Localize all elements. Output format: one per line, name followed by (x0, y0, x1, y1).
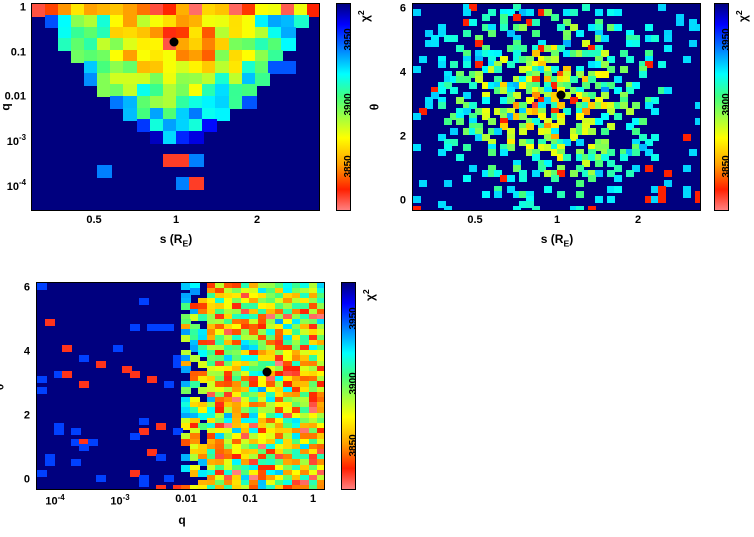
panel1-colorbar-tick-1: 3900 (343, 93, 354, 116)
panel2-xaxis-title: s (RE) (540, 232, 574, 249)
panel2-ytick-0: 0 (399, 194, 406, 207)
panel2-colorbar-tick-2: 3850 (721, 155, 732, 178)
panel3-ytick-2: 4 (23, 345, 30, 358)
panel2-xtick-2: 2 (634, 214, 642, 226)
panel3-xtick-3: 0.1 (242, 493, 258, 505)
panel2-colorbar-tick-1: 3900 (721, 93, 732, 116)
panel3-best-fit-marker (262, 367, 272, 377)
panel1-colorbar (336, 3, 351, 211)
panel1-colorbar-title: χ2 (356, 10, 372, 22)
panel3-colorbar-tick-1: 3900 (348, 372, 359, 395)
panel3-yaxis-title: θ (0, 384, 6, 391)
panel1-yaxis-title: q (0, 103, 13, 111)
panel1-heatmap (32, 4, 319, 210)
panel1-xtick-2: 2 (253, 214, 261, 226)
panel2-xtick-1: 1 (553, 214, 561, 226)
panel2-heatmap (413, 4, 700, 210)
panel3-xaxis-title: q (178, 513, 186, 527)
panel1-ytick-2: 0.01 (4, 90, 26, 103)
panel3-colorbar-title: χ2 (361, 289, 377, 301)
panel1-ytick-3: 10-3 (6, 133, 26, 148)
panel3-colorbar-tick-0: 3950 (348, 307, 359, 330)
panel1-xtick-1: 1 (172, 214, 180, 226)
panel3-ytick-0: 0 (23, 473, 30, 486)
panel1-xtick-0: 0.5 (86, 214, 102, 226)
panel2-ytick-2: 4 (399, 66, 406, 79)
panel3-heatmap (37, 283, 324, 489)
panel3-xtick-1: 10-3 (110, 493, 130, 508)
panel2-ytick-3: 6 (399, 2, 406, 15)
panel2-colorbar (714, 3, 729, 211)
panel2-plot-frame[interactable] (412, 3, 701, 211)
panel1-ytick-0: 1 (19, 1, 26, 14)
panel1-xaxis-title: s (RE) (159, 232, 193, 249)
panel2-colorbar-tick-0: 3950 (721, 28, 732, 51)
panel3-xtick-4: 1 (309, 493, 317, 505)
panel2-colorbar-title: χ2 (734, 10, 750, 22)
panel3-colorbar (341, 282, 356, 490)
panel3-ytick-3: 6 (23, 281, 30, 294)
panel2-best-fit-marker (556, 90, 566, 100)
panel1-ytick-4: 10-4 (6, 178, 26, 193)
panel1-best-fit-marker (169, 37, 179, 47)
panel3-ytick-1: 2 (23, 409, 30, 422)
panel3-xtick-0: 10-4 (45, 493, 65, 508)
panel3-colorbar-tick-2: 3850 (348, 434, 359, 457)
panel1-ytick-1: 0.1 (10, 46, 26, 59)
panel1-colorbar-tick-0: 3950 (343, 28, 354, 51)
panel1-plot-frame[interactable] (31, 3, 320, 211)
panel2-xtick-0: 0.5 (467, 214, 483, 226)
panel2-yaxis-title: θ (367, 103, 382, 111)
panel3-xtick-2: 0.01 (175, 493, 197, 505)
panel3-plot-frame[interactable] (36, 282, 325, 490)
panel2-ytick-1: 2 (399, 130, 406, 143)
panel1-colorbar-tick-2: 3850 (343, 155, 354, 178)
